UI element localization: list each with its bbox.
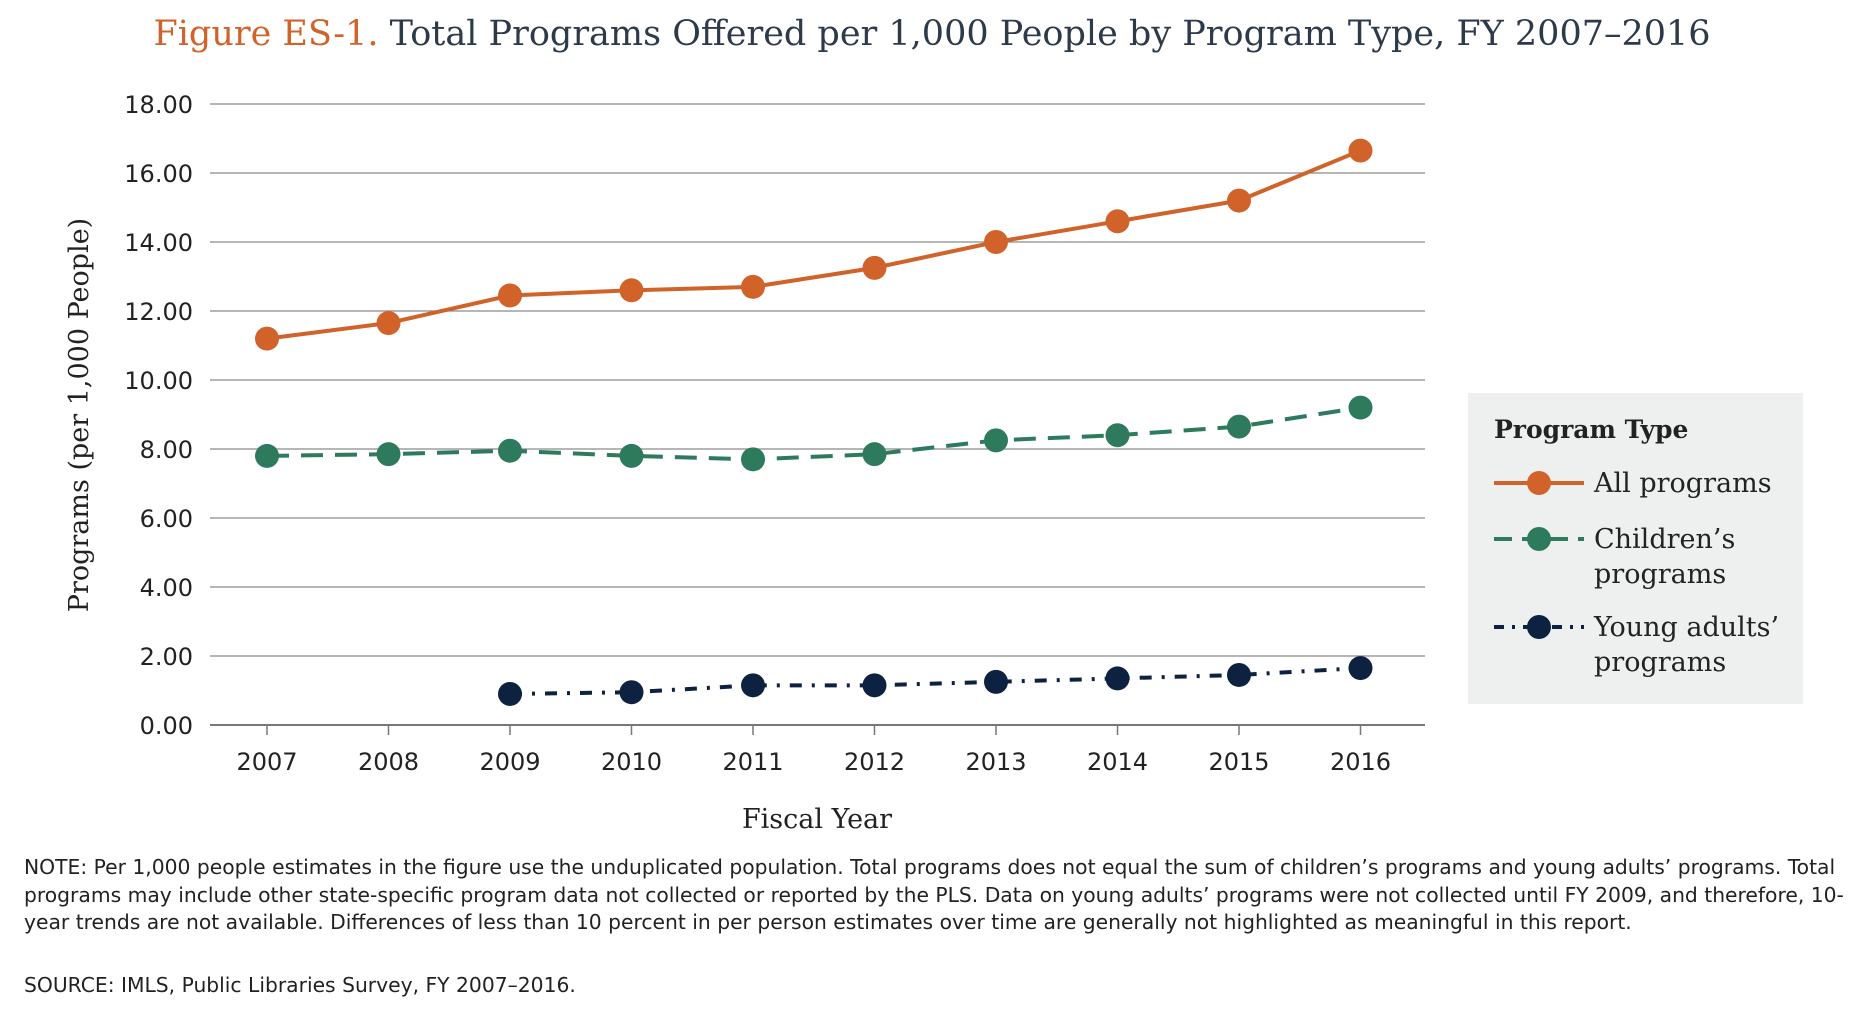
data-point-children [1348,395,1373,420]
data-point-all [255,326,279,351]
data-point-all [1348,138,1373,163]
x-tick-label: 2010 [601,748,662,776]
y-tick-label: 4.00 [140,574,193,602]
series-line-young [509,666,1361,696]
y-tick-label: 8.00 [140,436,193,464]
data-point-young [1227,662,1251,687]
data-point-children [498,438,522,463]
series-young [498,656,1373,706]
data-point-all [984,230,1008,254]
y-axis-label: Programs (per 1,000 People) [64,218,95,612]
x-tick-label: 2015 [1208,748,1269,776]
legend-label-line: Children’s [1594,524,1736,555]
legend-swatch-all [1494,471,1584,495]
data-point-children [741,447,765,472]
legend-label-line: Young adults’ [1594,612,1780,643]
figure-label: Figure ES-1. [153,14,379,54]
x-axis: 2007 2008 2009 2010 2011 2012 2013 2014 2015 2016 [236,725,1391,776]
data-point-young [1348,656,1373,681]
legend-label-all: All programs [1594,466,1794,501]
y-tick-label: 6.00 [140,505,193,533]
data-point-all [741,274,765,299]
data-point-all [498,283,522,308]
series-all [255,138,1373,351]
x-tick-label: 2012 [844,748,905,776]
data-point-all [376,311,401,336]
y-tick-label: 0.00 [140,712,193,740]
data-point-all [1227,188,1251,213]
data-point-children [1227,414,1251,439]
x-tick-label: 2009 [479,748,540,776]
x-tick-label: 2016 [1330,748,1391,776]
y-axis-ticks: 0.00 2.00 4.00 6.00 8.00 10.00 12.00 14.00 16.00… [124,91,193,740]
y-tick-label: 18.00 [124,91,193,119]
series-lines [255,138,1373,706]
line-chart: 0.00 2.00 4.00 6.00 8.00 10.00 12.00 14.00 16.00… [64,91,1425,835]
figure-title: Total Programs Offered per 1,000 People … [389,14,1711,54]
figure-source: SOURCE: IMLS, Public Libraries Survey, F… [24,973,576,997]
legend-label-children: Children’s programs [1594,522,1794,592]
figure-note: NOTE: Per 1,000 people estimates in the … [24,855,1844,934]
data-point-young [862,673,887,698]
data-point-young [619,680,644,705]
x-tick-label: 2014 [1087,748,1148,776]
y-tick-label: 10.00 [124,367,193,395]
x-tick-label: 2007 [236,748,297,776]
data-point-children [862,442,887,467]
legend-label-line: programs [1594,559,1727,590]
data-point-all [619,278,644,303]
legend: Program Type All programs Children’s pro… [1468,393,1803,704]
series-line-children [266,405,1361,462]
x-tick-label: 2013 [965,748,1026,776]
y-tick-label: 12.00 [124,298,193,326]
legend-label-line: All programs [1594,468,1772,499]
legend-swatch-young [1494,615,1584,639]
series-line-all [266,148,1362,341]
data-point-young [498,681,522,706]
legend-label-line: programs [1594,647,1727,678]
legend-swatch-children [1494,527,1584,551]
data-point-all [1105,209,1130,234]
chart-title: Figure ES-1. Total Programs Offered per … [0,14,1864,54]
data-point-all [862,255,887,280]
legend-label-young: Young adults’ programs [1594,610,1794,680]
data-point-young [1105,666,1130,691]
data-point-children [1105,423,1130,448]
data-point-young [984,669,1008,694]
series-children [255,395,1373,472]
data-point-children [376,442,401,467]
data-point-children [984,428,1008,453]
data-point-children [619,443,644,468]
data-point-children [255,443,279,468]
y-tick-label: 16.00 [124,160,193,188]
x-tick-label: 2008 [358,748,419,776]
data-point-young [741,673,765,698]
gridlines [210,103,1425,726]
x-axis-label: Fiscal Year [742,804,892,835]
y-tick-label: 14.00 [124,229,193,257]
legend-title: Program Type [1494,415,1689,444]
x-tick-label: 2011 [722,748,783,776]
y-tick-label: 2.00 [140,643,193,671]
